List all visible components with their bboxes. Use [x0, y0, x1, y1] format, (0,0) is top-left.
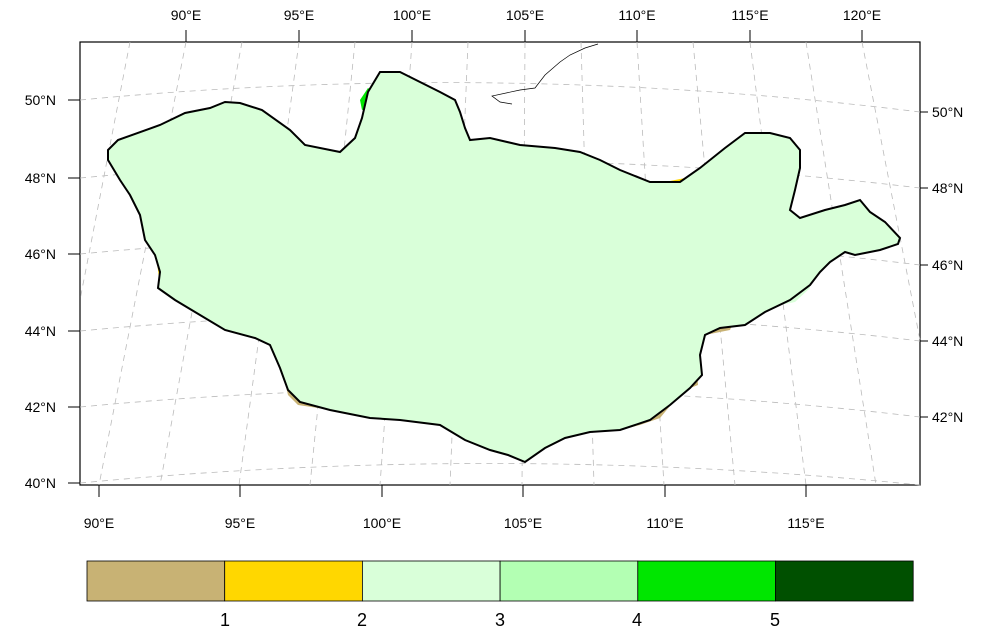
top-lon-label: 115°E [731, 7, 768, 23]
bottom-lon-label: 110°E [646, 515, 683, 531]
right-lat-label: 48°N [932, 180, 963, 196]
right-lat-label: 46°N [932, 257, 963, 273]
right-lat-label: 44°N [932, 333, 963, 349]
left-lat-label: 42°N [25, 399, 56, 415]
bottom-lon-label: 105°E [504, 515, 542, 531]
bottom-longitude-labels: 90°E 95°E 100°E 105°E 110°E 115°E [84, 515, 825, 531]
top-lon-label: 110°E [618, 7, 655, 23]
legend-swatch [499, 560, 639, 602]
right-lat-label: 42°N [932, 409, 963, 425]
legend-colorbar [86, 560, 914, 602]
legend-swatch [224, 560, 363, 602]
neighbor-boundary [491, 43, 599, 105]
legend-swatch [775, 560, 914, 602]
legend-label: 2 [357, 610, 367, 628]
top-lon-label: 105°E [506, 7, 544, 23]
top-longitude-labels: 90°E 95°E 100°E 105°E 110°E 115°E 120°E [171, 7, 881, 23]
left-lat-label: 46°N [25, 246, 56, 262]
left-latitude-labels: 50°N 48°N 46°N 44°N 42°N 40°N [25, 92, 56, 491]
bottom-lon-label: 95°E [225, 515, 256, 531]
legend-label: 4 [632, 610, 642, 628]
right-latitude-labels: 50°N 48°N 46°N 44°N 42°N [932, 104, 963, 425]
top-lon-label: 90°E [171, 7, 202, 23]
bottom-lon-label: 100°E [363, 515, 401, 531]
legend-label: 1 [220, 610, 230, 628]
legend-swatch [637, 560, 776, 602]
left-lat-label: 50°N [25, 92, 56, 108]
left-lat-label: 48°N [25, 170, 56, 186]
top-lon-label: 120°E [843, 7, 881, 23]
legend-label: 3 [495, 610, 505, 628]
left-lat-label: 44°N [25, 323, 56, 339]
legend-label: 5 [770, 610, 780, 628]
legend-swatch [361, 560, 501, 602]
axis-ticks [68, 30, 928, 497]
legend-labels: 1 2 3 4 5 [220, 610, 780, 628]
bottom-lon-label: 90°E [84, 515, 115, 531]
legend-swatch [86, 560, 226, 602]
top-lon-label: 95°E [284, 7, 315, 23]
top-lon-label: 100°E [393, 7, 431, 23]
bottom-lon-label: 115°E [787, 515, 824, 531]
left-lat-label: 40°N [25, 475, 56, 491]
right-lat-label: 50°N [932, 104, 963, 120]
